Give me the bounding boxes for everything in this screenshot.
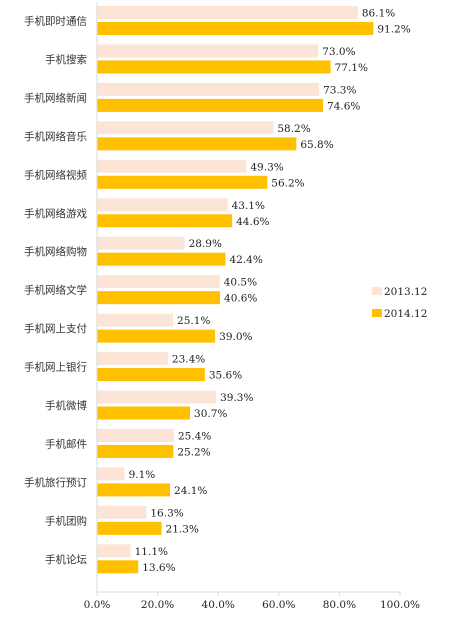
legend-label: 2013.12 [384, 286, 427, 298]
value-label: 73.3% [323, 84, 356, 96]
value-label: 21.3% [166, 523, 199, 535]
category-label: 手机网络音乐 [24, 130, 87, 143]
bar-2013.12-2 [97, 82, 320, 96]
value-label: 9.1% [129, 469, 156, 481]
value-label: 39.0% [219, 331, 252, 343]
value-label: 43.1% [232, 200, 265, 212]
category-label: 手机网络视频 [24, 168, 87, 181]
bar-2013.12-4 [97, 159, 247, 173]
category-label: 手机网络购物 [24, 245, 87, 258]
value-label: 16.3% [150, 507, 183, 519]
category-label: 手机团购 [45, 514, 87, 527]
value-label: 24.1% [174, 485, 207, 497]
category-labels: 手机即时通信手机搜索手机网络新闻手机网络音乐手机网络视频手机网络游戏手机网络购物… [24, 15, 87, 566]
bar-2014.12-10 [97, 406, 191, 420]
value-label: 58.2% [277, 123, 310, 135]
value-label: 25.1% [177, 315, 210, 327]
bar-2013.12-6 [97, 236, 185, 250]
value-label: 77.1% [335, 62, 368, 74]
legend-label: 2014.12 [384, 308, 427, 320]
legend: 2013.12 2014.12 [372, 286, 427, 320]
value-label: 91.2% [377, 24, 410, 36]
category-label: 手机网络新闻 [24, 91, 87, 104]
bar-2014.12-2 [97, 98, 324, 112]
category-label: 手机网络游戏 [24, 207, 87, 220]
bar-2014.12-11 [97, 444, 174, 458]
bar-2013.12-0 [97, 6, 358, 19]
category-label: 手机邮件 [45, 437, 87, 450]
bar-2014.12-5 [97, 214, 233, 228]
x-tick-label: 0.0% [84, 599, 111, 611]
bar-2013.12-11 [97, 428, 174, 442]
x-tick-label: 80.0% [323, 599, 356, 611]
bar-2013.12-5 [97, 198, 228, 212]
value-label: 25.4% [178, 430, 211, 442]
category-label: 手机搜索 [45, 53, 87, 66]
bar-2013.12-3 [97, 121, 274, 135]
value-label: 35.6% [209, 370, 242, 382]
bar-2013.12-9 [97, 352, 168, 366]
bar-2014.12-9 [97, 368, 205, 382]
x-axis: 0.0% 20.0% 40.0% 60.0% 80.0% 100.0% [84, 2, 420, 611]
bar-2013.12-1 [97, 44, 319, 58]
category-label: 手机网上支付 [24, 322, 87, 335]
x-tick-label: 20.0% [141, 599, 174, 611]
value-label: 65.8% [300, 139, 333, 151]
bar-2013.12-14 [97, 544, 131, 558]
legend-swatch-2013.12 [372, 287, 382, 295]
value-label: 42.4% [229, 254, 262, 266]
value-label: 39.3% [220, 392, 253, 404]
value-labels: 86.1% 91.2% 73.0% 77.1% 73.3% 74.6% 58.2% 65.8%… [129, 8, 411, 574]
category-label: 手机论坛 [45, 553, 87, 566]
value-label: 49.3% [250, 161, 283, 173]
value-label: 44.6% [236, 216, 269, 228]
bar-2013.12-8 [97, 313, 174, 327]
bar-2014.12-7 [97, 291, 221, 305]
value-label: 74.6% [327, 100, 360, 112]
value-label: 56.2% [271, 177, 304, 189]
bar-2013.12-12 [97, 467, 125, 481]
bar-2013.12-13 [97, 505, 147, 519]
category-label: 手机网上银行 [24, 361, 87, 374]
value-label: 73.0% [322, 46, 355, 58]
value-label: 40.5% [224, 277, 257, 289]
value-label: 86.1% [362, 8, 395, 20]
bar-2014.12-13 [97, 521, 162, 535]
bar-2014.12-14 [97, 560, 139, 574]
value-label: 11.1% [135, 546, 168, 558]
category-label: 手机网络文学 [24, 284, 87, 297]
x-tick-label: 40.0% [202, 599, 235, 611]
category-label: 手机微博 [45, 399, 87, 412]
value-label: 23.4% [172, 354, 205, 366]
category-label: 手机即时通信 [24, 15, 87, 28]
bars-group [97, 6, 374, 574]
bar-2014.12-8 [97, 329, 216, 343]
bar-2014.12-3 [97, 137, 297, 151]
x-tick-label: 100.0% [380, 599, 420, 611]
x-tick-label: 60.0% [262, 599, 295, 611]
bar-2014.12-1 [97, 60, 331, 74]
bar-2013.12-10 [97, 390, 217, 404]
value-label: 40.6% [224, 293, 257, 305]
value-label: 28.9% [189, 238, 222, 250]
bar-2014.12-0 [97, 22, 374, 35]
value-label: 13.6% [142, 562, 175, 574]
bar-2013.12-7 [97, 275, 220, 289]
bar-2014.12-6 [97, 252, 226, 266]
bar-2014.12-4 [97, 175, 268, 189]
category-label: 手机旅行预订 [24, 476, 87, 489]
value-label: 30.7% [194, 408, 227, 420]
value-label: 25.2% [177, 446, 210, 458]
legend-swatch-2014.12 [372, 309, 382, 317]
bar-2014.12-12 [97, 483, 171, 497]
